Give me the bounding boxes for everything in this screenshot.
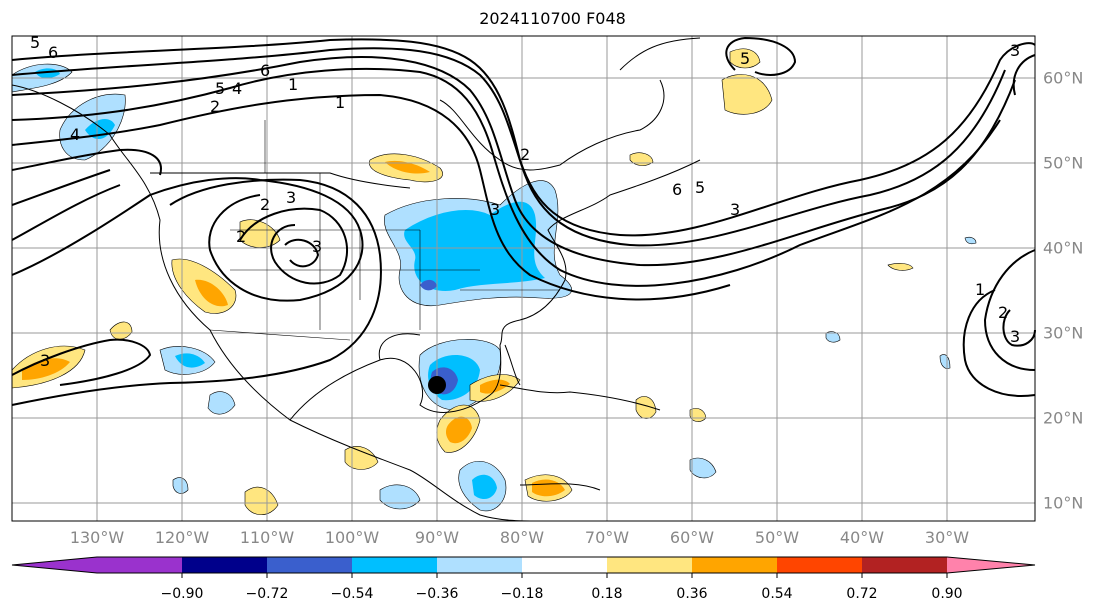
map-panel: 6 5 4 3 2 1 2 3 3 3 6 5 3 5 1 2 3 2 6 5 … bbox=[11, 33, 1036, 522]
contour-label: 4 bbox=[70, 125, 80, 144]
contour-label: 3 bbox=[40, 351, 50, 370]
lat-label: 40°N bbox=[1043, 238, 1084, 258]
colorbar-segment bbox=[267, 557, 352, 573]
colorbar-segment bbox=[12, 557, 97, 573]
lon-label: 100°W bbox=[324, 528, 380, 547]
colorbar-segment bbox=[777, 557, 862, 573]
colorbar-segment bbox=[522, 557, 607, 573]
colorbar-tick-label: 0.36 bbox=[676, 586, 708, 602]
contour-label: 4 bbox=[232, 79, 242, 98]
contour-label: 2 bbox=[236, 227, 246, 246]
contour-label: 6 bbox=[48, 43, 58, 62]
contour-label: 5 bbox=[695, 178, 705, 197]
lat-label: 60°N bbox=[1043, 68, 1084, 88]
colorbar-segment bbox=[97, 557, 182, 573]
contour-label: 5 bbox=[740, 49, 750, 68]
contour-lines bbox=[11, 36, 1036, 406]
contour-label: 1 bbox=[288, 75, 298, 94]
contour-label: 3 bbox=[730, 200, 740, 219]
contour-label: 3 bbox=[312, 237, 322, 256]
lon-label: 60°W bbox=[669, 528, 715, 547]
contour-label: 5 bbox=[30, 33, 40, 52]
lat-label: 20°N bbox=[1043, 408, 1084, 428]
lat-label: 50°N bbox=[1043, 153, 1084, 173]
contour-label: 5 bbox=[215, 79, 225, 98]
colorbar bbox=[11, 556, 1036, 578]
colorbar-tick-label: −0.36 bbox=[415, 586, 459, 602]
contour-label: 3 bbox=[1010, 327, 1020, 346]
storm-center-marker bbox=[428, 376, 446, 394]
lon-label: 70°W bbox=[584, 528, 630, 547]
colorbar-tick-label: −0.72 bbox=[245, 586, 289, 602]
colorbar-tick-label: 0.72 bbox=[846, 586, 878, 602]
graticule bbox=[12, 36, 1035, 521]
colorbar-segment bbox=[182, 557, 267, 573]
lat-label: 30°N bbox=[1043, 323, 1084, 343]
contour-label: 2 bbox=[260, 195, 270, 214]
lon-label: 130°W bbox=[69, 528, 125, 547]
contour-label: 2 bbox=[998, 303, 1008, 322]
colorbar-tick-label: −0.54 bbox=[330, 586, 374, 602]
colorbar-tick-label: −0.18 bbox=[500, 586, 544, 602]
colorbar-segment bbox=[947, 557, 1035, 573]
lon-label: 90°W bbox=[414, 528, 460, 547]
colorbar-segment bbox=[607, 557, 692, 573]
contour-label: 2 bbox=[210, 97, 220, 116]
colorbar-tick-label: −0.90 bbox=[160, 586, 204, 602]
contour-label: 6 bbox=[672, 180, 682, 199]
lon-label: 110°W bbox=[239, 528, 295, 547]
lon-label: 80°W bbox=[499, 528, 545, 547]
lon-label: 40°W bbox=[839, 528, 885, 547]
colorbar-segment bbox=[862, 557, 947, 573]
contour-label: 6 bbox=[260, 61, 270, 80]
colorbar-tick-label: 0.54 bbox=[761, 586, 793, 602]
contour-label: 2 bbox=[520, 145, 530, 164]
colorbar-segment bbox=[437, 557, 522, 573]
lon-label: 50°W bbox=[754, 528, 800, 547]
colorbar-segment bbox=[692, 557, 777, 573]
contour-label: 3 bbox=[1010, 41, 1020, 60]
lon-label: 30°W bbox=[924, 528, 970, 547]
contour-label-group: 6 5 4 3 2 1 2 3 3 3 6 5 3 5 1 2 3 2 6 5 … bbox=[30, 33, 1020, 370]
contour-label: 3 bbox=[286, 188, 296, 207]
contour-label: 3 bbox=[490, 200, 500, 219]
coastlines bbox=[11, 37, 701, 522]
colorbar-tick-label: 0.18 bbox=[591, 586, 623, 602]
colorbar-segment bbox=[352, 557, 437, 573]
colorbar-tick-label: 0.90 bbox=[931, 586, 963, 602]
lat-label: 10°N bbox=[1043, 493, 1084, 513]
map-title: 2024110700 F048 bbox=[479, 9, 626, 28]
lon-label: 120°W bbox=[154, 528, 210, 547]
contour-label: 1 bbox=[335, 93, 345, 112]
contour-label: 1 bbox=[975, 280, 985, 299]
